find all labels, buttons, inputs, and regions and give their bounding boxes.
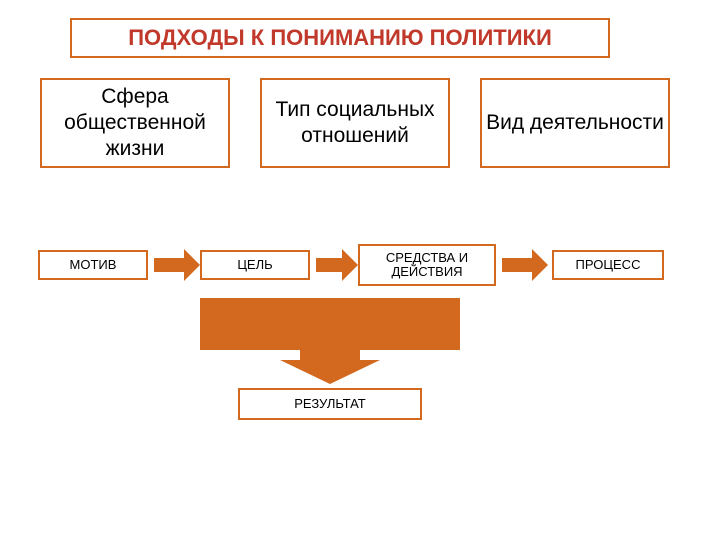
flow-box-process: ПРОЦЕСС xyxy=(552,250,664,280)
flow-box-means: СРЕДСТВА И ДЕЙСТВИЯ xyxy=(358,244,496,286)
flow-box-goal: ЦЕЛЬ xyxy=(200,250,310,280)
collector-block xyxy=(200,298,460,350)
approach-box-activity: Вид деятельности xyxy=(480,78,670,168)
approach-box-relations: Тип социальных отношений xyxy=(260,78,450,168)
diagram-title: ПОДХОДЫ К ПОНИМАНИЮ ПОЛИТИКИ xyxy=(70,18,610,58)
flow-box-result: РЕЗУЛЬТАТ xyxy=(238,388,422,420)
flow-box-motive: МОТИВ xyxy=(38,250,148,280)
approach-box-sphere: Сфера общественной жизни xyxy=(40,78,230,168)
